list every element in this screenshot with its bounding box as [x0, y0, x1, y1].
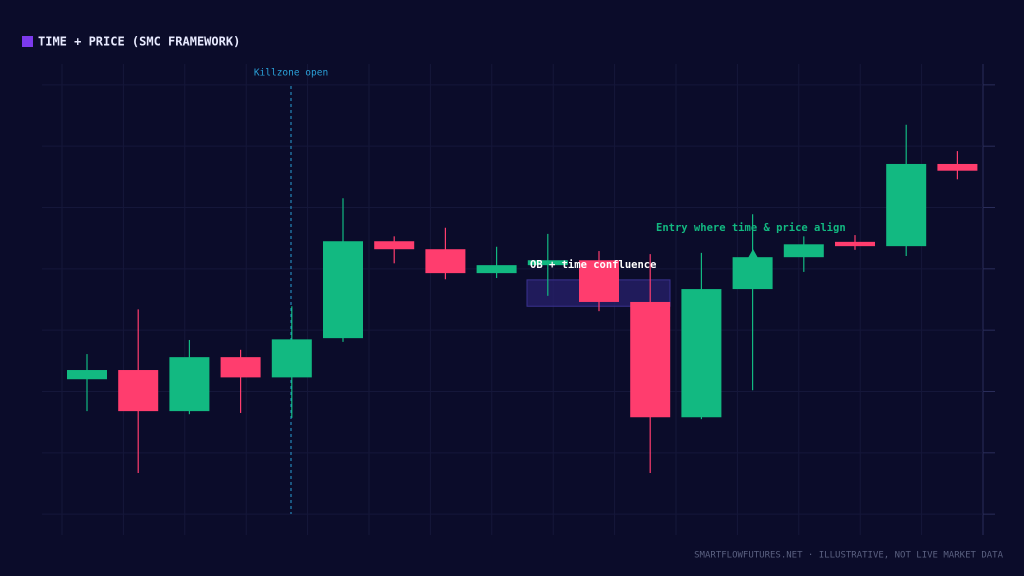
candle-body	[937, 163, 978, 171]
entry-label: Entry where time & price align	[656, 222, 846, 234]
candle-body	[118, 370, 159, 412]
candle-body	[271, 339, 312, 378]
candle-body	[476, 265, 517, 274]
killzone-label: Killzone open	[254, 68, 328, 79]
candle-body	[527, 260, 568, 266]
chart-title: TIME + PRICE (SMC FRAMEWORK)	[38, 35, 240, 49]
entry-arrow	[748, 249, 758, 258]
candle-body	[886, 163, 927, 247]
footer: SMARTFLOWFUTURES.NET · ILLUSTRATIVE, NOT…	[694, 551, 1003, 561]
zone-label: OB + time confluence	[530, 259, 656, 271]
candle-body	[579, 260, 619, 302]
candle-body	[783, 244, 824, 258]
candle-body	[67, 370, 107, 380]
title-icon	[22, 36, 33, 47]
grid	[42, 64, 995, 535]
candle-body	[323, 241, 363, 339]
candle-body	[835, 241, 875, 247]
candle-body	[630, 301, 671, 418]
candle-body	[681, 289, 722, 418]
candle-body	[425, 249, 466, 274]
marks: Killzone open OB + time confluence Entry w…	[67, 68, 978, 514]
candle-body	[220, 357, 261, 378]
candle-body	[732, 257, 773, 290]
candle-body	[169, 357, 210, 412]
candle-body	[374, 241, 415, 250]
